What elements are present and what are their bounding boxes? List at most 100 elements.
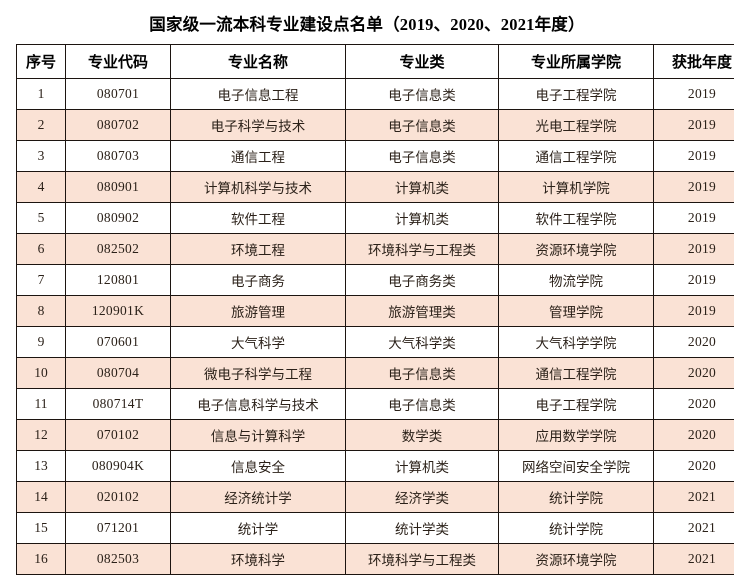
cell-college: 管理学院 [499, 296, 654, 327]
cell-index: 16 [17, 544, 66, 575]
cell-college: 大气科学学院 [499, 327, 654, 358]
cell-college: 计算机学院 [499, 172, 654, 203]
cell-name: 电子科学与技术 [171, 110, 346, 141]
cell-code: 120801 [66, 265, 171, 296]
cell-year: 2019 [654, 141, 734, 172]
table-header: 序号 专业代码 专业名称 专业类 专业所属学院 获批年度 [17, 45, 734, 79]
cell-college: 应用数学学院 [499, 420, 654, 451]
cell-year: 2020 [654, 420, 734, 451]
cell-name: 信息与计算科学 [171, 420, 346, 451]
cell-category: 计算机类 [346, 451, 499, 482]
cell-category: 电子信息类 [346, 141, 499, 172]
cell-name: 电子信息科学与技术 [171, 389, 346, 420]
cell-code: 080904K [66, 451, 171, 482]
cell-code: 080701 [66, 79, 171, 110]
cell-college: 通信工程学院 [499, 141, 654, 172]
document-page: 国家级一流本科专业建设点名单（2019、2020、2021年度） 序号 专业代码… [0, 0, 734, 562]
cell-index: 4 [17, 172, 66, 203]
cell-code: 071201 [66, 513, 171, 544]
cell-category: 电子信息类 [346, 389, 499, 420]
cell-category: 大气科学类 [346, 327, 499, 358]
cell-year: 2019 [654, 265, 734, 296]
cell-code: 080703 [66, 141, 171, 172]
cell-index: 15 [17, 513, 66, 544]
cell-category: 电子信息类 [346, 79, 499, 110]
cell-name: 微电子科学与工程 [171, 358, 346, 389]
cell-code: 020102 [66, 482, 171, 513]
cell-year: 2019 [654, 203, 734, 234]
cell-index: 3 [17, 141, 66, 172]
cell-category: 环境科学与工程类 [346, 234, 499, 265]
cell-year: 2020 [654, 451, 734, 482]
column-header-year: 获批年度 [654, 45, 734, 79]
cell-college: 物流学院 [499, 265, 654, 296]
cell-year: 2020 [654, 358, 734, 389]
cell-name: 旅游管理 [171, 296, 346, 327]
cell-category: 计算机类 [346, 172, 499, 203]
cell-name: 通信工程 [171, 141, 346, 172]
cell-index: 5 [17, 203, 66, 234]
cell-code: 080901 [66, 172, 171, 203]
cell-category: 统计学类 [346, 513, 499, 544]
cell-code: 080902 [66, 203, 171, 234]
cell-category: 电子信息类 [346, 358, 499, 389]
cell-index: 8 [17, 296, 66, 327]
page-title: 国家级一流本科专业建设点名单（2019、2020、2021年度） [0, 11, 734, 35]
column-header-code: 专业代码 [66, 45, 171, 79]
cell-year: 2019 [654, 110, 734, 141]
cell-name: 信息安全 [171, 451, 346, 482]
cell-category: 电子商务类 [346, 265, 499, 296]
cell-index: 10 [17, 358, 66, 389]
cell-code: 080704 [66, 358, 171, 389]
cell-category: 计算机类 [346, 203, 499, 234]
cell-college: 电子工程学院 [499, 389, 654, 420]
cell-college: 电子工程学院 [499, 79, 654, 110]
cell-college: 通信工程学院 [499, 358, 654, 389]
cell-college: 统计学院 [499, 482, 654, 513]
cell-college: 光电工程学院 [499, 110, 654, 141]
cell-year: 2019 [654, 234, 734, 265]
cell-year: 2021 [654, 482, 734, 513]
cell-college: 统计学院 [499, 513, 654, 544]
cell-index: 9 [17, 327, 66, 358]
column-header-name: 专业名称 [171, 45, 346, 79]
cell-year: 2020 [654, 389, 734, 420]
cell-code: 080702 [66, 110, 171, 141]
cell-year: 2019 [654, 79, 734, 110]
cell-year: 2021 [654, 513, 734, 544]
cell-college: 资源环境学院 [499, 234, 654, 265]
cell-index: 7 [17, 265, 66, 296]
cell-name: 软件工程 [171, 203, 346, 234]
cell-college: 网络空间安全学院 [499, 451, 654, 482]
cell-code: 070102 [66, 420, 171, 451]
cell-index: 14 [17, 482, 66, 513]
column-header-college: 专业所属学院 [499, 45, 654, 79]
cell-code: 082502 [66, 234, 171, 265]
cell-category: 环境科学与工程类 [346, 544, 499, 575]
cell-name: 电子商务 [171, 265, 346, 296]
cell-index: 12 [17, 420, 66, 451]
cell-index: 13 [17, 451, 66, 482]
cell-code: 070601 [66, 327, 171, 358]
table-header-row: 序号 专业代码 专业名称 专业类 专业所属学院 获批年度 [17, 45, 734, 79]
cell-college: 资源环境学院 [499, 544, 654, 575]
cell-category: 数学类 [346, 420, 499, 451]
cell-name: 统计学 [171, 513, 346, 544]
